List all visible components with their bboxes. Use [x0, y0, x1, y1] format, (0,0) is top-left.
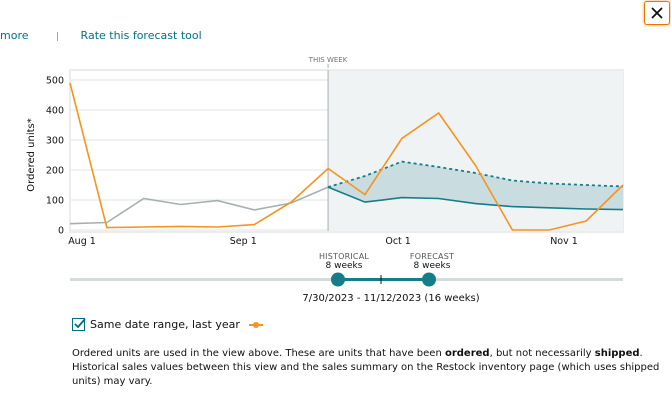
x-tick-label: Nov 1: [550, 236, 578, 247]
last-year-checkbox[interactable]: [72, 318, 86, 331]
forecast-weeks: 8 weeks: [413, 261, 451, 271]
legend-label: Same date range, last year: [90, 318, 240, 331]
note-text: , but not necessarily: [489, 348, 595, 359]
y-tick-label: 100: [46, 196, 64, 207]
note-text: Ordered units are used in the view above…: [72, 348, 445, 359]
note-bold-ordered: ordered: [444, 348, 490, 359]
link-separator: |: [56, 32, 60, 42]
forecast-low-line: [327, 186, 624, 211]
y-tick-label: 500: [46, 76, 64, 87]
last-year-line: [69, 82, 624, 231]
y-axis-label: Ordered units*: [26, 118, 37, 191]
date-range-slider: [70, 272, 623, 287]
y-tick-label: 0: [58, 226, 64, 237]
slider-handle-forecast[interactable]: [422, 272, 436, 287]
x-axis: Aug 1 Sep 1 Oct 1 Nov 1: [68, 236, 578, 247]
historical-weeks: 8 weeks: [325, 261, 363, 271]
legend: Same date range, last year: [72, 318, 264, 331]
forecast-label: FORECAST 8 weeks: [410, 252, 454, 271]
last-year-line-marker-icon: [248, 321, 263, 328]
rate-forecast-tool-link[interactable]: Rate this forecast tool: [80, 29, 202, 42]
x-tick-label: Oct 1: [385, 236, 411, 247]
forecast-chart: 0 100 200 300 400 500 Aug 1 Sep 1 Oct 1 Nov 1 Or…: [26, 56, 624, 247]
forecast-region: [327, 64, 623, 231]
this-week-label: THIS WEEK: [308, 56, 348, 64]
close-icon: [651, 7, 663, 19]
y-tick-label: 200: [46, 166, 64, 177]
x-tick-label: Sep 1: [230, 236, 257, 247]
note-text: . Historical sales values between this v…: [72, 348, 660, 387]
series: [69, 82, 624, 231]
date-range-text: 7/30/2023 - 11/12/2023 (16 weeks): [302, 293, 480, 304]
close-button[interactable]: [644, 1, 670, 25]
slider-active-range: [338, 278, 429, 281]
top-links: more | Rate this forecast tool: [0, 29, 202, 42]
learn-more-link[interactable]: more: [0, 29, 29, 42]
x-tick-label: Aug 1: [68, 236, 96, 247]
y-tick-label: 300: [46, 136, 64, 147]
historical-line: [69, 186, 329, 225]
historical-caption: HISTORICAL: [318, 252, 370, 261]
slider-handle-historical[interactable]: [331, 272, 345, 287]
note-bold-shipped: shipped: [594, 348, 640, 359]
forecast-caption: FORECAST: [409, 252, 455, 261]
y-axis: 0 100 200 300 400 500: [46, 76, 64, 237]
checkmark-icon: [74, 318, 86, 329]
historical-label: HISTORICAL 8 weeks: [319, 252, 369, 271]
ordered-units-note: Ordered units are used in the view above…: [72, 347, 671, 389]
y-tick-label: 400: [46, 106, 64, 117]
forecast-high-line: [327, 160, 624, 188]
